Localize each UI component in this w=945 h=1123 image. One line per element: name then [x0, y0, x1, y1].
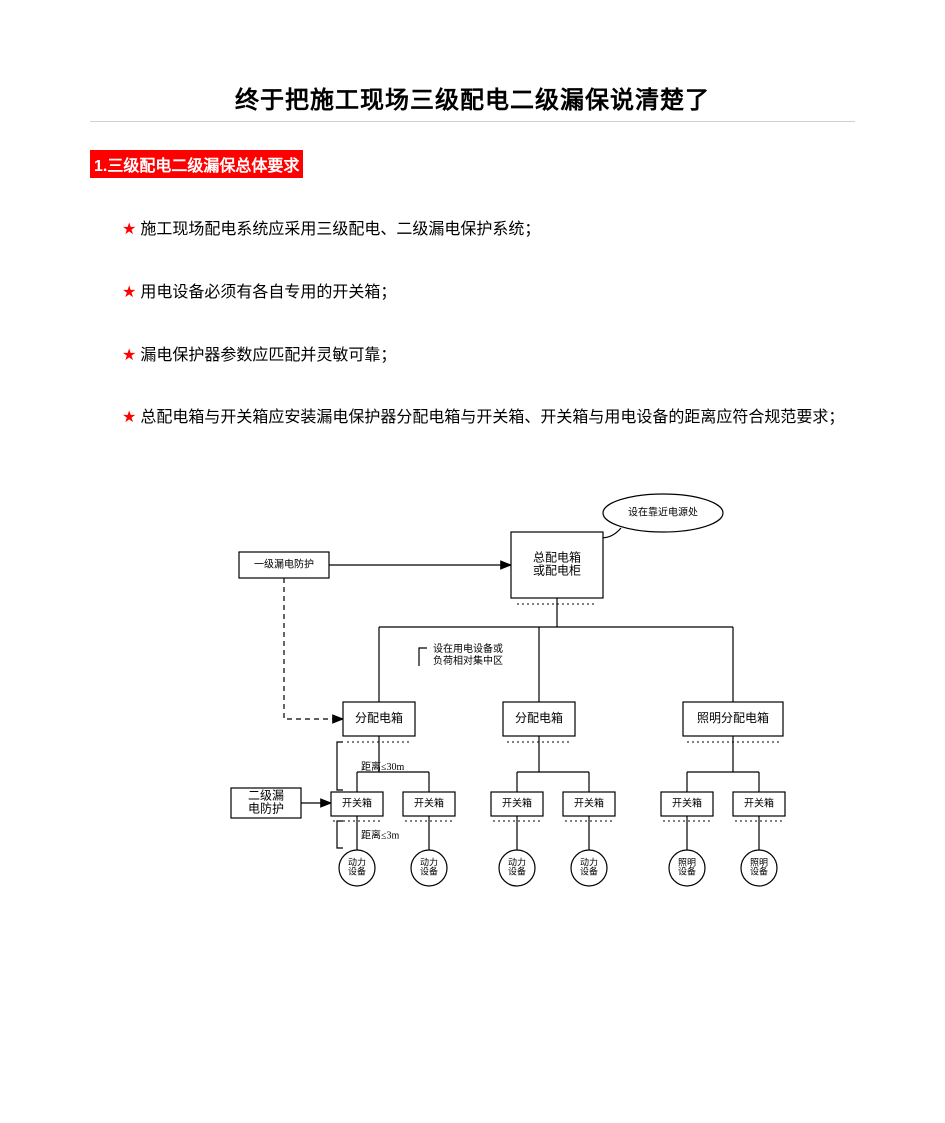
- svg-text:开关箱: 开关箱: [414, 796, 444, 809]
- svg-text:设备: 设备: [419, 865, 437, 876]
- svg-text:设在靠近电源处: 设在靠近电源处: [628, 505, 698, 518]
- svg-text:设备: 设备: [579, 865, 597, 876]
- page-title: 终于把施工现场三级配电二级漏保说清楚了: [90, 80, 855, 115]
- svg-text:电防护: 电防护: [247, 800, 283, 815]
- svg-text:分配电箱: 分配电箱: [514, 709, 562, 724]
- bullet-text: 用电设备必须有各自专用的开关箱；: [140, 284, 396, 301]
- svg-text:一级漏电防护: 一级漏电防护: [254, 557, 314, 570]
- svg-text:距离≤30m: 距离≤30m: [361, 760, 404, 773]
- svg-text:二级漏: 二级漏: [247, 788, 283, 802]
- bullet-text: 施工现场配电系统应采用三级配电、二级漏电保护系统；: [140, 221, 540, 238]
- section-header-wrap: 1.三级配电二级漏保总体要求: [90, 150, 855, 212]
- svg-text:负荷相对集中区: 负荷相对集中区: [433, 654, 503, 667]
- bullet-item: ★ 施工现场配电系统应采用三级配电、二级漏电保护系统；: [90, 212, 855, 247]
- bullet-text: 漏电保护器参数应匹配并灵敏可靠；: [140, 347, 396, 364]
- bullet-text: 总配电箱与开关箱应安装漏电保护器分配电箱与开关箱、开关箱与用电设备的距离应符合规…: [140, 409, 844, 426]
- svg-text:设在用电设备或: 设在用电设备或: [433, 642, 503, 655]
- diagram-container: 距离≤30m 距离≤3m 设在用电设备或负荷相对集中区 设在靠近电源处总配电箱或配电柜…: [90, 462, 855, 902]
- star-icon: ★: [122, 284, 136, 301]
- diagram-flowchart: 距离≤30m 距离≤3m 设在用电设备或负荷相对集中区 设在靠近电源处总配电箱或配电柜…: [133, 462, 813, 902]
- star-icon: ★: [122, 409, 136, 426]
- svg-text:设备: 设备: [507, 865, 525, 876]
- section-header: 1.三级配电二级漏保总体要求: [90, 150, 303, 178]
- svg-text:设备: 设备: [677, 865, 695, 876]
- bullet-item: ★ 用电设备必须有各自专用的开关箱；: [90, 275, 855, 310]
- document-page: 终于把施工现场三级配电二级漏保说清楚了 1.三级配电二级漏保总体要求 ★ 施工现…: [0, 0, 945, 942]
- star-icon: ★: [122, 221, 136, 238]
- svg-text:开关箱: 开关箱: [672, 796, 702, 809]
- svg-text:距离≤3m: 距离≤3m: [361, 828, 399, 841]
- svg-text:开关箱: 开关箱: [574, 796, 604, 809]
- star-icon: ★: [122, 347, 136, 364]
- title-divider: [90, 121, 855, 122]
- svg-text:或配电柜: 或配电柜: [532, 563, 580, 577]
- svg-text:照明分配电箱: 照明分配电箱: [696, 709, 768, 724]
- svg-text:开关箱: 开关箱: [342, 796, 372, 809]
- svg-text:分配电箱: 分配电箱: [354, 709, 402, 724]
- svg-text:开关箱: 开关箱: [744, 796, 774, 809]
- bullet-item: ★ 漏电保护器参数应匹配并灵敏可靠；: [90, 338, 855, 373]
- svg-text:设备: 设备: [347, 865, 365, 876]
- bullet-item: ★ 总配电箱与开关箱应安装漏电保护器分配电箱与开关箱、开关箱与用电设备的距离应符…: [90, 402, 855, 434]
- svg-text:总配电箱: 总配电箱: [532, 549, 580, 564]
- svg-text:设备: 设备: [749, 865, 767, 876]
- svg-text:开关箱: 开关箱: [502, 796, 532, 809]
